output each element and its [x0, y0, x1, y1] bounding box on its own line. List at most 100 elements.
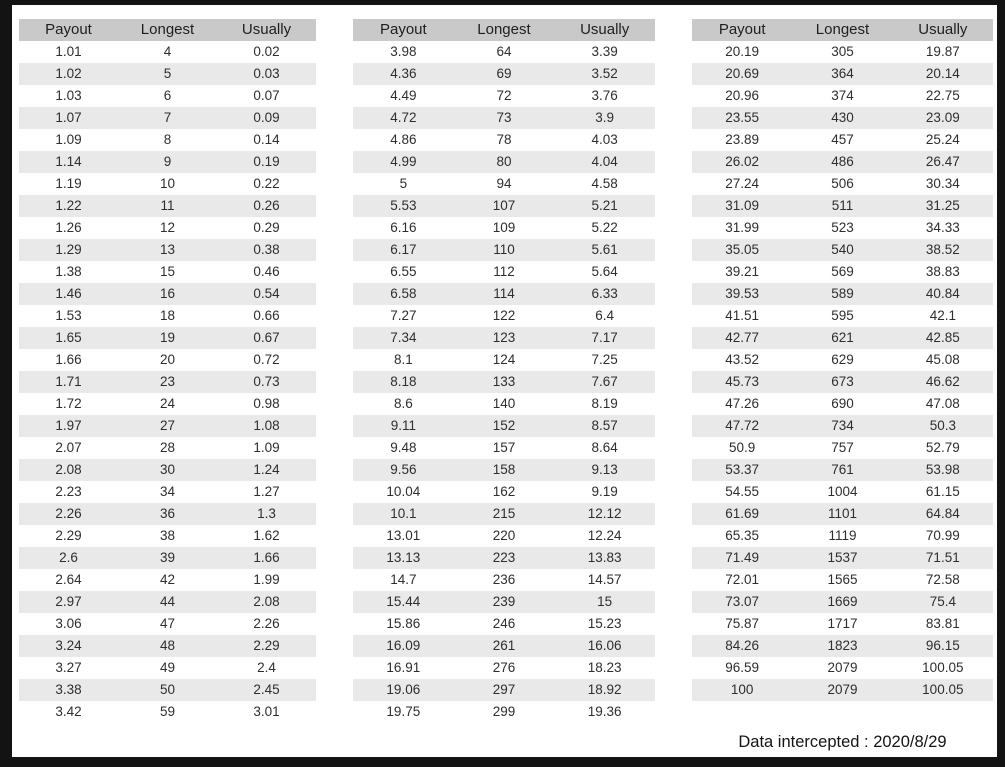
table-cell: 50.3	[892, 415, 993, 437]
table-cell: 10	[159, 176, 176, 191]
table-row: 72.01 1565 72.58	[692, 569, 993, 591]
table-cell: 112	[493, 264, 515, 279]
table-row: 1.72 24 0.98	[19, 393, 316, 415]
table-cell: 3.24	[19, 635, 118, 657]
table-cell: 7.34	[353, 327, 454, 349]
table-cell: 4	[163, 44, 172, 59]
table-row: 9.56 158 9.13	[353, 459, 655, 481]
table-row: 6.58 114 6.33	[353, 283, 655, 305]
table-cell: 19.36	[587, 704, 622, 719]
table-cell: 305	[831, 44, 854, 59]
table-cell: 7.25	[591, 352, 618, 367]
table-cell: 1.72	[55, 396, 82, 411]
table-cell: 1.71	[19, 371, 118, 393]
table-cell: 3.01	[253, 704, 280, 719]
table-cell: 10.1	[353, 503, 454, 525]
table-cell: 4.04	[554, 151, 655, 173]
table-cell: 10.04	[386, 484, 421, 499]
table-cell: 8	[163, 132, 172, 147]
table-cell: 1.66	[217, 547, 316, 569]
table-row: 53.37 761 53.98	[692, 459, 993, 481]
table-cell: 374	[831, 88, 854, 103]
table-cell: 73	[453, 107, 555, 129]
table-cell: 1717	[827, 616, 858, 631]
table-cell: 2.97	[19, 591, 118, 613]
data-intercepted-note: Data intercepted : 2020/8/29	[738, 733, 947, 751]
table-cell: 0.02	[253, 44, 280, 59]
table-row: 47.72 734 50.3	[692, 415, 993, 437]
table-cell: 1101	[792, 503, 893, 525]
table-row: 15.44 239 15	[353, 591, 655, 613]
table-cell: 16.91	[386, 660, 421, 675]
table-row: 9.11 152 8.57	[353, 415, 655, 437]
table-cell: 673	[792, 371, 893, 393]
table-cell: 3.38	[19, 679, 118, 701]
table-cell: 50.9	[729, 440, 756, 455]
table-row: 1.22 11 0.26	[19, 195, 316, 217]
table-cell: 64	[496, 44, 512, 59]
table-cell: 9.48	[390, 440, 417, 455]
table-cell: 13.13	[353, 547, 454, 569]
table-row: 39.21 569 38.83	[692, 261, 993, 283]
table-cell: 589	[792, 283, 893, 305]
table-row: 3.38 50 2.45	[19, 679, 316, 701]
table-cell: 7.27	[390, 308, 417, 323]
table-cell: 1.65	[19, 327, 118, 349]
table-row: 6.16 109 5.22	[353, 217, 655, 239]
table-cell: 158	[453, 459, 555, 481]
table-row: 71.49 1537 71.51	[692, 547, 993, 569]
table-row: 2.26 36 1.3	[19, 503, 316, 525]
table-row: 8.1 124 7.25	[353, 349, 655, 371]
data-table: Payout Longest Usually 1.01 4 0.02 1.02 5 0.03 1.…	[19, 19, 316, 723]
table-row: 10.04 162 9.19	[353, 481, 655, 503]
table-cell: 2.29	[217, 635, 316, 657]
table-cell: 1.97	[19, 415, 118, 437]
table-cell: 1.46	[19, 283, 118, 305]
table-cell: 1.3	[217, 503, 316, 525]
table-cell: 124	[492, 352, 516, 367]
table-cell: 13	[118, 239, 217, 261]
table-cell: 6.58	[353, 283, 454, 305]
table-cell: 96.59	[725, 660, 760, 675]
table-cell: 64.84	[892, 503, 993, 525]
table-cell: 239	[453, 591, 555, 613]
table-cell: 15	[554, 591, 655, 613]
table-row: 65.35 1119 70.99	[692, 525, 993, 547]
table-row: 23.89 457 25.24	[692, 129, 993, 151]
header-row: Payout Longest Usually	[353, 19, 655, 41]
table-row: 1.19 10 0.22	[19, 173, 316, 195]
table-cell: 61.69	[692, 503, 793, 525]
table-cell: 1.38	[55, 264, 82, 279]
table-cell: 2079	[792, 679, 893, 701]
table-row: 1.07 7 0.09	[19, 107, 316, 129]
table-row: 4.36 69 3.52	[353, 63, 655, 85]
table-cell: 757	[831, 440, 854, 455]
table-cell: 15.86	[386, 616, 421, 631]
table-cell: 1.09	[253, 440, 280, 455]
table-cell: 107	[453, 195, 555, 217]
table-row: 10.1 215 12.12	[353, 503, 655, 525]
table-cell: 16.09	[353, 635, 454, 657]
table-row: 3.98 64 3.39	[353, 41, 655, 63]
table-row: 13.01 220 12.24	[353, 525, 655, 547]
table-cell: 6.55	[390, 264, 417, 279]
table-cell: 13.01	[386, 528, 421, 543]
table-cell: 3.76	[591, 88, 618, 103]
table-cell: 34.33	[925, 220, 960, 235]
table-cell: 1.07	[19, 107, 118, 129]
table-cell: 0.14	[253, 132, 280, 147]
table-cell: 83.81	[925, 616, 960, 631]
table-row: 8.6 140 8.19	[353, 393, 655, 415]
table-cell: 8.6	[393, 396, 413, 411]
table-cell: 1.14	[19, 151, 118, 173]
table-cell: 5.53	[353, 195, 454, 217]
table-cell: 140	[492, 396, 516, 411]
table-cell: 96.15	[892, 635, 993, 657]
table-cell: 34	[159, 484, 176, 499]
table-cell: 7.17	[554, 327, 655, 349]
table-cell: 2.29	[55, 528, 82, 543]
table-row: 26.02 486 26.47	[692, 151, 993, 173]
table-cell: 0.66	[253, 308, 280, 323]
column-header: Longest	[453, 19, 555, 41]
table-cell: 5.64	[591, 264, 618, 279]
